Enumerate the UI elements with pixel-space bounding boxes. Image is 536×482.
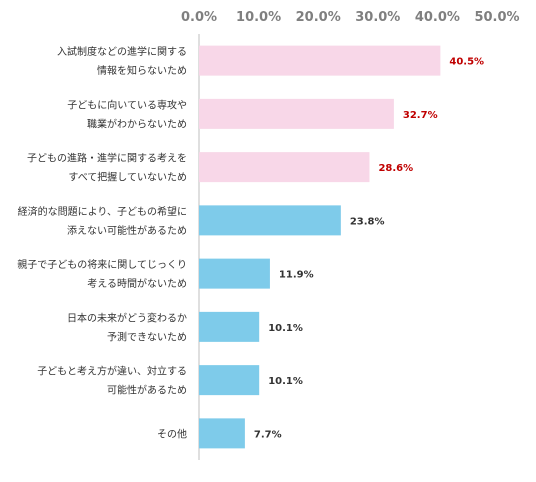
bar [199, 98, 394, 129]
value-label: 28.6% [378, 163, 413, 174]
category-label: 子どもの進路・進学に関する考えを [27, 152, 187, 165]
bar [199, 311, 260, 342]
bar [199, 152, 370, 183]
bar [199, 418, 245, 449]
bars [199, 45, 441, 449]
x-tick-label: 10.0% [236, 10, 281, 25]
value-labels: 40.5% 32.7% 28.6% 23.8% 11.9% 10.1% 10.1% 7.7% [254, 57, 484, 441]
category-label: 可能性があるため [107, 384, 187, 397]
x-tick-label: 50.0% [474, 10, 519, 25]
category-labels: 入試制度などの進学に関する情報を知らないため子どもに向いている専攻や職業がわから… [17, 45, 187, 440]
category-label: 子どもと考え方が違い、対立する [37, 365, 187, 378]
category-label: 職業がわからないため [87, 117, 187, 130]
category-label: 添えない可能性があるため [67, 224, 187, 237]
category-label: その他 [157, 427, 187, 440]
category-label: 経済的な問題により、子どもの希望に [18, 205, 187, 218]
value-label: 32.7% [403, 110, 438, 121]
category-label: 予測できないため [107, 330, 187, 343]
value-label: 40.5% [449, 57, 484, 68]
category-label: 情報を知らないため [97, 64, 187, 77]
value-label: 11.9% [279, 270, 314, 281]
bar [199, 205, 341, 236]
x-tick-label: 40.0% [415, 10, 460, 25]
category-label: 日本の未来がどう変わるか [67, 311, 187, 324]
category-label: 子どもに向いている専攻や [67, 98, 187, 111]
value-label: 23.8% [350, 216, 385, 227]
category-label: 考える時間がないため [87, 277, 187, 290]
x-tick-label: 20.0% [296, 10, 341, 25]
bar [199, 365, 260, 396]
value-label: 10.1% [268, 376, 303, 387]
value-label: 10.1% [268, 323, 303, 334]
category-label: 入試制度などの進学に関する [57, 45, 187, 58]
category-label: すべて把握していないため [68, 171, 187, 184]
bar [199, 258, 270, 289]
category-label: 親子で子どもの将来に関してじっくり [17, 258, 187, 271]
x-tick-labels: 0.0% 10.0% 20.0% 30.0% 40.0% 50.0% [181, 10, 520, 25]
x-tick-label: 0.0% [181, 10, 217, 25]
bar [199, 45, 441, 76]
value-label: 7.7% [254, 429, 282, 440]
x-tick-label: 30.0% [355, 10, 400, 25]
